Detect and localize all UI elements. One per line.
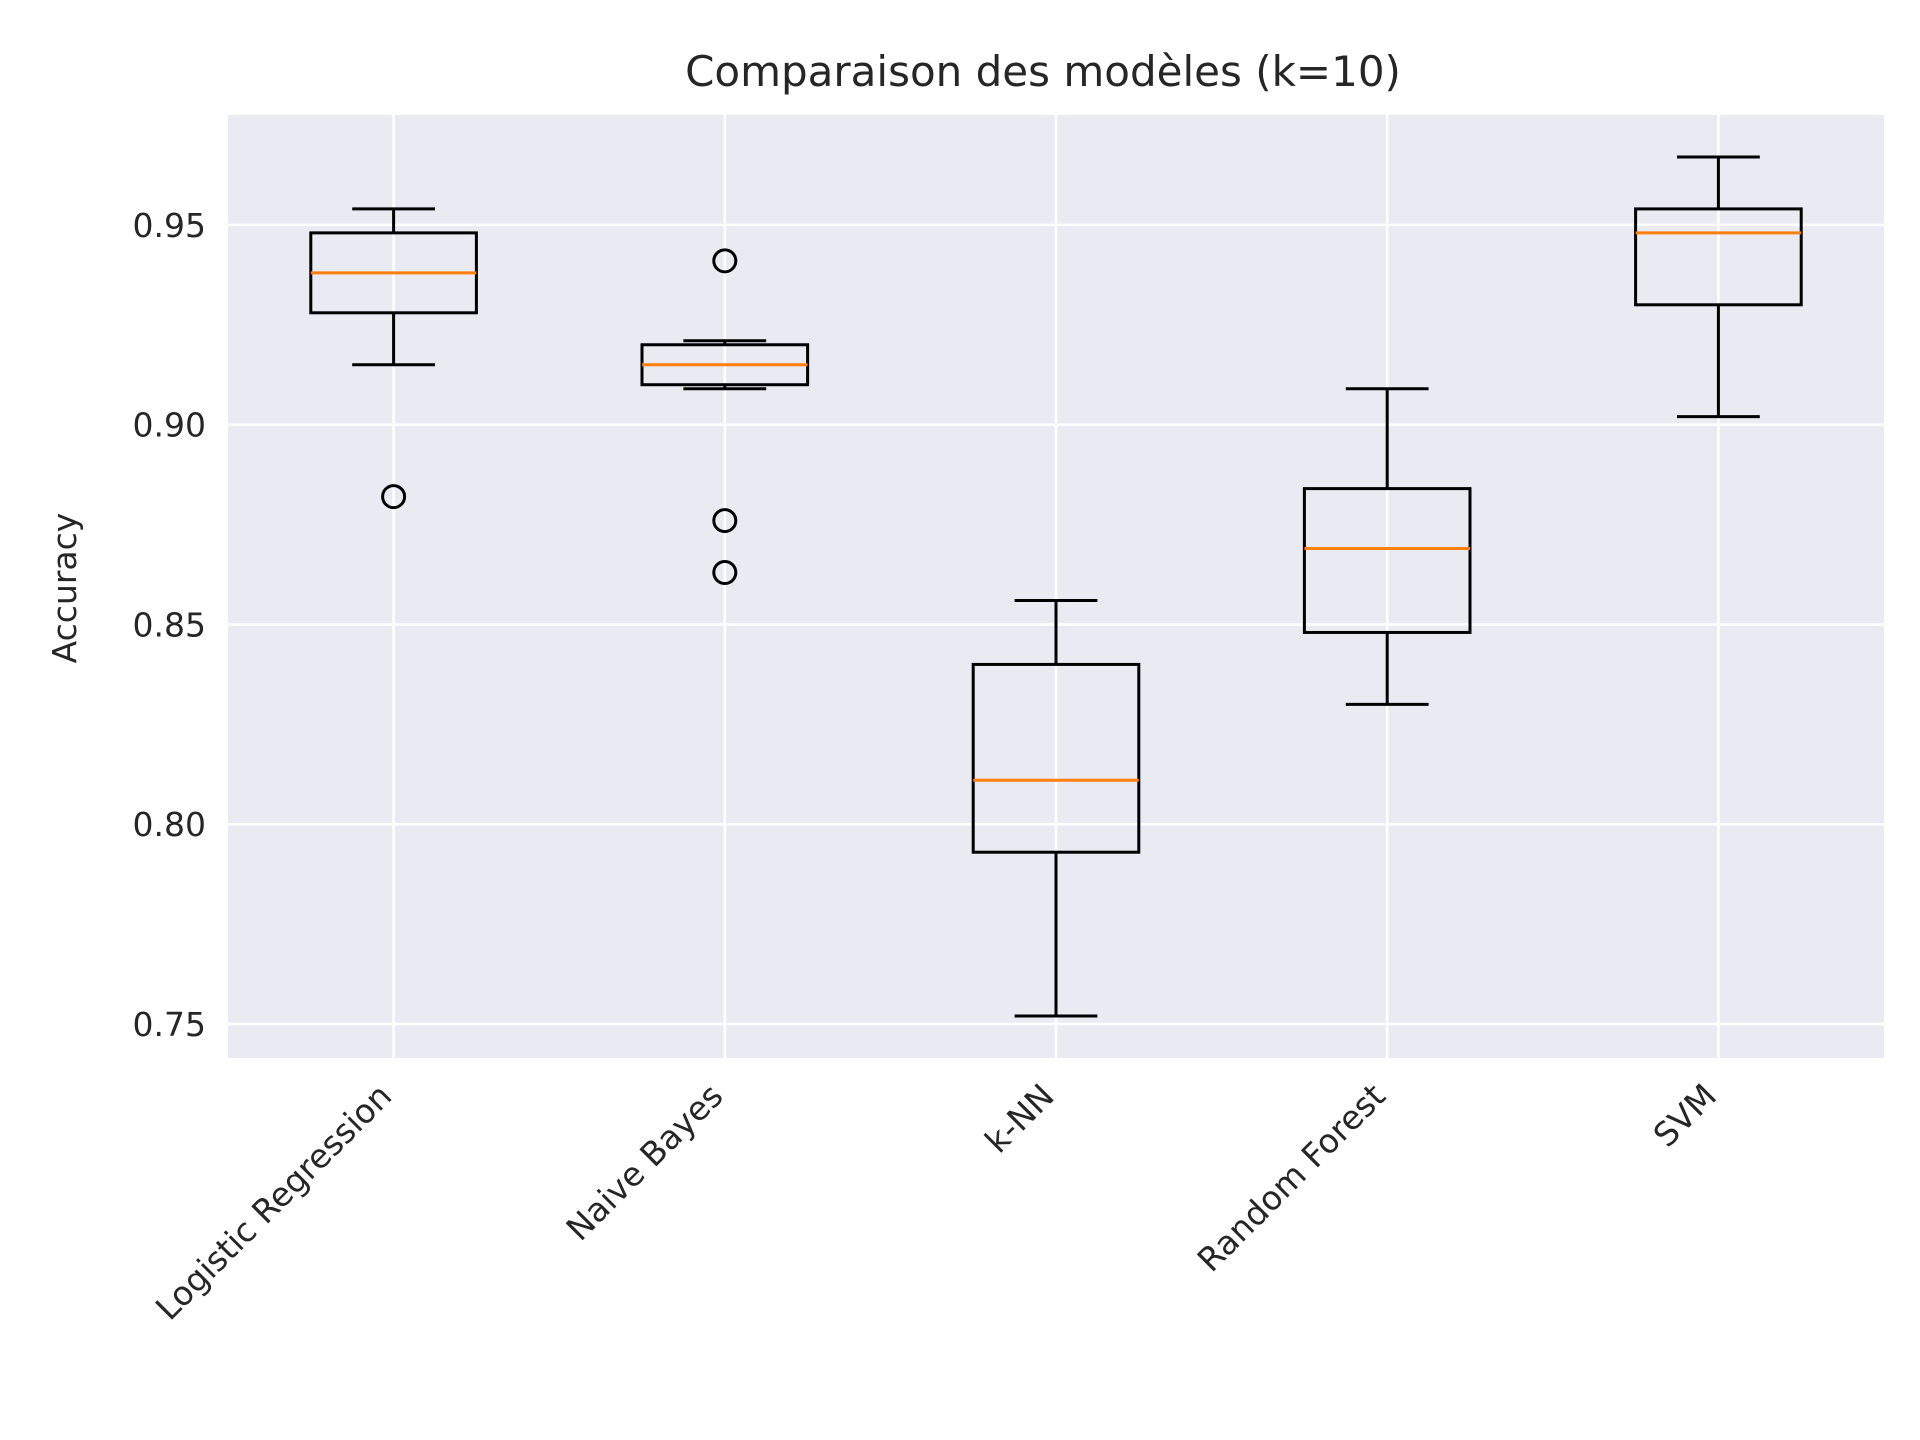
box-iqr: [1634, 207, 1803, 307]
y-axis-label: Accuracy: [45, 513, 84, 664]
y-tick-label: 0.80: [133, 805, 206, 844]
y-tick-label: 0.75: [133, 1005, 206, 1044]
box-iqr: [1302, 487, 1472, 634]
box-1: [640, 248, 810, 586]
box-4: [1634, 155, 1803, 419]
x-tick-label: Logistic Regression: [148, 1076, 399, 1327]
box-0: [309, 207, 478, 510]
x-tick-labels: Logistic Regression Naive Bayes k-NN Random…: [148, 1076, 1724, 1327]
y-tick-label: 0.90: [133, 406, 206, 445]
y-tick-label: 0.95: [133, 206, 206, 245]
box-series: [309, 155, 1803, 1018]
y-tick-labels: 0.75 0.80 0.85 0.90 0.95: [133, 206, 206, 1044]
outlier-point: [712, 508, 738, 534]
x-tick-label: k-NN: [977, 1076, 1061, 1160]
box-3: [1302, 387, 1472, 706]
x-tick-label: Random Forest: [1190, 1076, 1393, 1279]
outlier-point: [712, 248, 738, 274]
y-tick-label: 0.85: [133, 605, 206, 644]
x-tick-label: Naive Bayes: [558, 1076, 730, 1248]
outlier-point: [381, 484, 407, 510]
x-tick-label: SVM: [1646, 1076, 1724, 1154]
box-2: [971, 598, 1141, 1018]
chart-title: Comparaison des modèles (k=10): [685, 47, 1401, 96]
box-iqr: [971, 662, 1141, 854]
outlier-point: [712, 560, 738, 586]
